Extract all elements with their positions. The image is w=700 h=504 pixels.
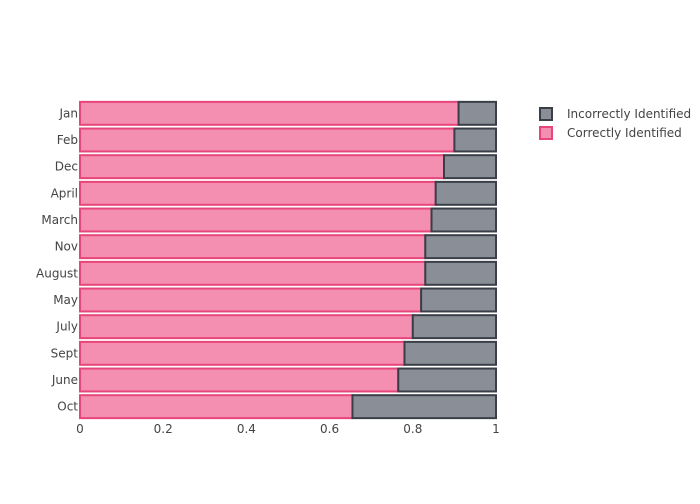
legend[interactable]: Incorrectly Identified Correctly Identifi… (539, 107, 691, 140)
bar-july-incorrectly-identified[interactable] (411, 314, 497, 340)
y-tick-label: April (51, 186, 78, 200)
bar-feb-incorrectly-identified[interactable] (453, 127, 497, 153)
bar-july-correctly-identified[interactable] (79, 314, 414, 340)
x-tick-label: 0.2 (154, 422, 173, 436)
bar-august-incorrectly-identified[interactable] (424, 260, 497, 286)
legend-item-correctly-identified[interactable]: Correctly Identified (539, 126, 682, 140)
y-tick-label: June (51, 373, 78, 387)
bar-oct-correctly-identified[interactable] (79, 394, 354, 420)
bar-jan-correctly-identified[interactable] (79, 100, 460, 126)
bar-dec-incorrectly-identified[interactable] (443, 154, 497, 180)
x-tick-label: 0.8 (403, 422, 422, 436)
y-tick-label: Jan (59, 106, 79, 120)
y-tick-label: Oct (57, 400, 78, 414)
bar-march-correctly-identified[interactable] (79, 207, 433, 233)
bar-feb-correctly-identified[interactable] (79, 127, 456, 153)
bar-nov-correctly-identified[interactable] (79, 234, 427, 260)
bar-march-incorrectly-identified[interactable] (430, 207, 497, 233)
bar-june-correctly-identified[interactable] (79, 367, 400, 393)
bars-layer (79, 100, 498, 420)
y-tick-label: August (36, 266, 78, 280)
y-tick-label: March (41, 213, 78, 227)
bar-may-correctly-identified[interactable] (79, 287, 423, 313)
bar-sept-incorrectly-identified[interactable] (403, 340, 498, 366)
bar-nov-incorrectly-identified[interactable] (424, 234, 497, 260)
bar-jan-incorrectly-identified[interactable] (457, 100, 497, 126)
y-tick-label: July (55, 320, 78, 334)
legend-swatch (539, 107, 553, 121)
bar-april-correctly-identified[interactable] (79, 180, 437, 206)
y-tick-label: Nov (55, 240, 78, 254)
bar-oct-incorrectly-identified[interactable] (351, 394, 498, 420)
bar-june-incorrectly-identified[interactable] (397, 367, 497, 393)
x-tick-label: 0.4 (237, 422, 256, 436)
legend-swatch (539, 126, 553, 140)
bar-august-correctly-identified[interactable] (79, 260, 427, 286)
bar-sept-correctly-identified[interactable] (79, 340, 406, 366)
y-tick-label: May (53, 293, 78, 307)
y-tick-label: Sept (51, 346, 79, 360)
legend-label: Correctly Identified (567, 126, 682, 140)
bar-april-incorrectly-identified[interactable] (434, 180, 497, 206)
y-axis: Jan Feb Dec April March Nov August May July Sept J… (36, 106, 78, 413)
legend-label: Incorrectly Identified (567, 107, 691, 121)
x-tick-label: 1 (492, 422, 500, 436)
x-axis: 0 0.2 0.4 0.6 0.8 1 (76, 422, 500, 436)
bar-dec-correctly-identified[interactable] (79, 154, 445, 180)
y-tick-label: Feb (57, 133, 78, 147)
x-tick-label: 0.6 (320, 422, 339, 436)
legend-item-incorrectly-identified[interactable]: Incorrectly Identified (539, 107, 691, 121)
bar-may-incorrectly-identified[interactable] (420, 287, 497, 313)
x-tick-label: 0 (76, 422, 84, 436)
y-tick-label: Dec (55, 160, 78, 174)
